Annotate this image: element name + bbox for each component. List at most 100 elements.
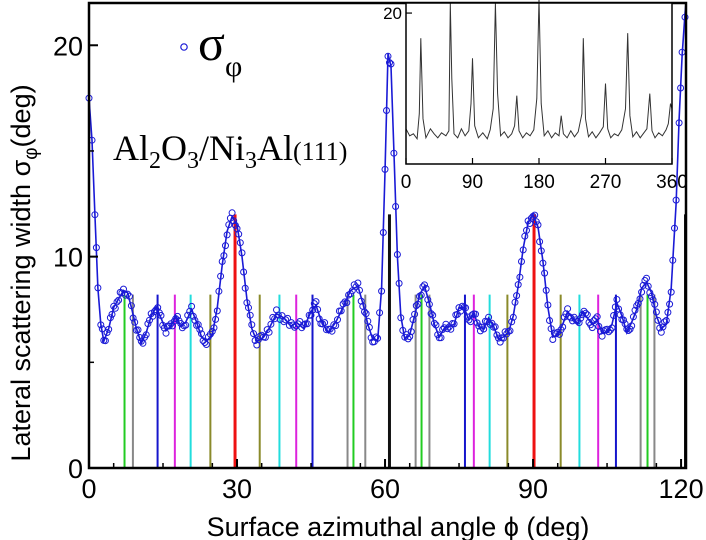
data-point [519, 246, 527, 254]
inset-x-tick-label: 180 [523, 172, 555, 193]
data-point [134, 326, 142, 334]
data-point [321, 319, 329, 327]
inset-tick-labels: 0 90 180 270 360 20 [383, 4, 688, 193]
data-point [265, 328, 273, 336]
data-point [437, 334, 445, 342]
data-point [629, 313, 637, 321]
x-axis-label: Surface azimuthal angle ϕ (deg) [207, 512, 590, 540]
data-point [606, 326, 614, 334]
legend-label-main: σ [198, 15, 225, 71]
data-point [462, 304, 470, 312]
data-point [356, 286, 363, 294]
inset-x-tick-label: 360 [656, 172, 688, 193]
data-point [518, 258, 525, 265]
data-point [529, 212, 537, 220]
data-point [425, 300, 433, 308]
data-point [381, 165, 389, 173]
data-point [326, 325, 334, 333]
data-point [648, 292, 655, 300]
plot-frame [87, 1, 688, 470]
data-point [129, 314, 137, 322]
data-point [652, 308, 660, 316]
data-point [124, 290, 131, 298]
data-point [105, 325, 113, 333]
data-point [671, 224, 678, 232]
data-point [142, 331, 150, 339]
data-point [546, 317, 553, 324]
data-point [267, 320, 275, 328]
legend-label-sub: φ [225, 50, 242, 83]
y-tick-label: 20 [53, 31, 83, 61]
data-point [422, 285, 430, 292]
data-point [597, 327, 604, 335]
data-point [345, 291, 353, 299]
data-point [577, 314, 585, 322]
data-point [115, 296, 123, 304]
data-point [639, 281, 647, 289]
data-point [361, 308, 368, 316]
data-point [126, 292, 133, 300]
data-point [516, 273, 524, 281]
data-point [364, 317, 372, 325]
inset-x-tick-label: 270 [590, 172, 622, 193]
data-point [649, 296, 657, 304]
x-tick-label: 90 [518, 474, 548, 504]
data-point [202, 341, 210, 348]
data-point [182, 321, 190, 329]
sample-label-part: (111) [293, 137, 347, 166]
data-point [565, 313, 573, 321]
y-axis-label: Lateral scattering width σφ(deg) [6, 84, 42, 461]
data-point [201, 339, 209, 346]
data-point [379, 229, 387, 236]
data-point [485, 313, 493, 321]
data-point [212, 315, 220, 323]
data-point [610, 312, 618, 319]
data-point [310, 300, 318, 308]
data-point [624, 327, 632, 334]
data-point [662, 317, 670, 324]
data-point [241, 284, 249, 292]
x-tick-label: 120 [659, 474, 704, 504]
data-point [217, 272, 225, 280]
data-point [225, 221, 233, 229]
data-point [537, 247, 545, 255]
reflection-lines [123, 214, 688, 468]
sigma-phi-markers [85, 13, 689, 349]
data-point [539, 259, 547, 267]
data-point [506, 327, 514, 335]
data-point [555, 330, 563, 338]
data-point [677, 84, 685, 92]
data-point [458, 302, 466, 310]
data-point [188, 302, 196, 310]
data-point [675, 119, 683, 127]
inset-axis-ticks [405, 12, 673, 164]
data-point [392, 203, 400, 210]
axis-ticks [88, 44, 683, 469]
data-point [378, 287, 386, 295]
inset-plot: 0 90 180 270 360 20 [383, 0, 688, 193]
data-point [432, 321, 440, 329]
data-point [511, 298, 519, 306]
data-point [588, 324, 596, 332]
data-point [651, 300, 659, 308]
data-point [595, 322, 603, 330]
legend-marker [180, 43, 188, 51]
data-point [309, 306, 317, 314]
data-point [258, 331, 266, 339]
data-point [592, 315, 599, 323]
data-point [659, 323, 667, 331]
x-tick-label: 60 [370, 474, 400, 504]
data-point [131, 318, 139, 326]
data-point [213, 307, 221, 315]
data-point [106, 314, 114, 322]
data-point [472, 310, 479, 318]
data-point [274, 311, 282, 319]
data-point [430, 319, 438, 327]
data-point [162, 329, 170, 337]
data-point [230, 217, 238, 225]
data-point [149, 312, 157, 320]
data-point [628, 322, 636, 330]
data-point [238, 249, 246, 257]
data-point [189, 312, 197, 320]
data-point [235, 230, 243, 238]
